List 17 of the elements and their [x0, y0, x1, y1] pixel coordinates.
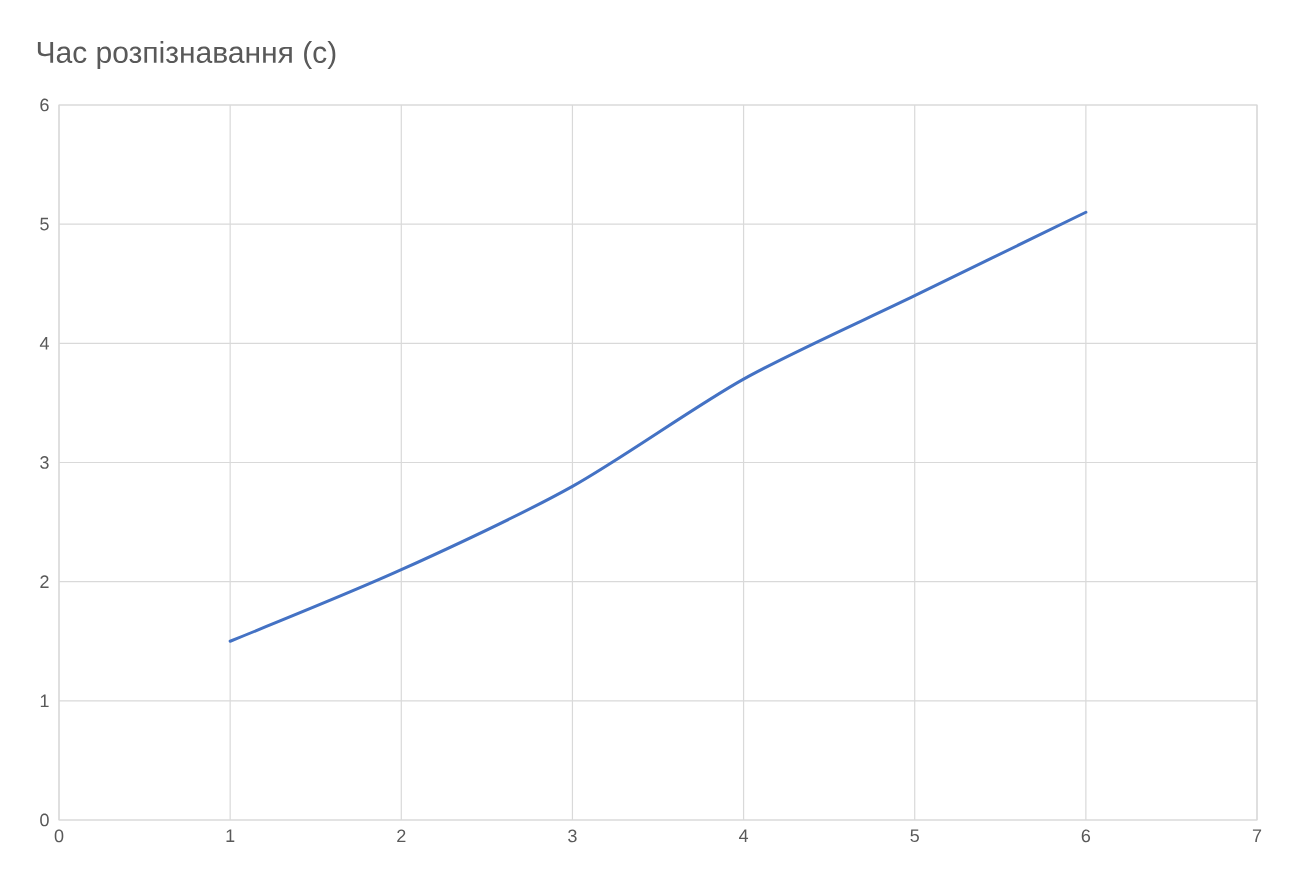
y-tick-label: 0: [40, 813, 49, 827]
y-tick-label: 4: [39, 337, 49, 350]
y-tick-label: 2: [40, 575, 49, 588]
x-tick-label: 4: [738, 829, 749, 842]
chart-title: Час розпізнавання (с): [37, 41, 336, 69]
x-tick-label: 7: [1252, 829, 1262, 842]
x-tick-label: 0: [54, 829, 64, 843]
x-tick-label: 3: [568, 829, 577, 843]
x-tick-label: 6: [1081, 829, 1091, 843]
y-tick-label: 1: [40, 694, 49, 708]
y-tick-label: 5: [40, 217, 49, 231]
x-tick-label: 1: [226, 829, 235, 842]
y-tick-label: 6: [40, 98, 49, 112]
y-tick-label: 3: [40, 456, 49, 469]
x-tick-label: 5: [910, 829, 919, 843]
x-tick-label: 2: [397, 829, 406, 843]
line-series: [228, 210, 1088, 643]
